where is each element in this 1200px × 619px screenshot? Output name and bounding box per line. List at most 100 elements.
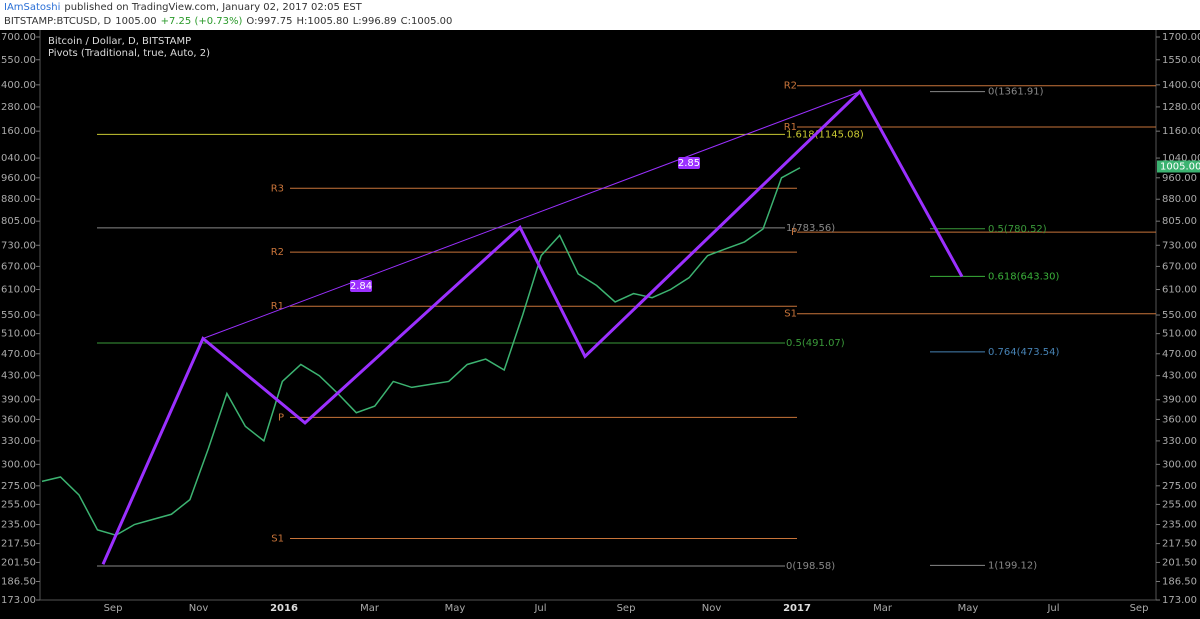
x-tick-label: Sep: [617, 603, 636, 614]
y-tick-label: 235.00: [1162, 520, 1197, 531]
x-tick-label: Jul: [1046, 603, 1059, 614]
ratio-label: 2.85: [678, 158, 700, 169]
y-tick-label: 1550.00: [0, 55, 36, 66]
level-label: R2: [271, 247, 284, 258]
symbol: BITSTAMP:BTCUSD, D: [4, 16, 112, 27]
ratio-box: [350, 280, 372, 292]
y-tick-label: 430.00: [1162, 371, 1197, 382]
y-tick-label: 201.50: [1, 557, 36, 568]
y-tick-label: 1700.00: [1162, 32, 1200, 43]
y-tick-label: 1550.00: [1162, 55, 1200, 66]
y-tick-label: 275.00: [1, 481, 36, 492]
level-label: 0.5(780.52): [988, 224, 1047, 235]
x-tick-label: May: [445, 603, 466, 614]
low: L:996.89: [352, 16, 397, 27]
level-label: S1: [271, 534, 284, 545]
y-tick-label: 1040.00: [1162, 153, 1200, 164]
level-label: 1.618(1145.08): [786, 129, 864, 140]
y-tick-label: 805.00: [1, 216, 36, 227]
published: published on TradingView.com, January 02…: [64, 2, 362, 13]
y-tick-label: 1160.00: [0, 126, 36, 137]
y-tick-label: 960.00: [1162, 173, 1197, 184]
level-label: 0.5(491.07): [786, 338, 845, 349]
y-tick-label: 390.00: [1, 395, 36, 406]
ratio-box: [678, 157, 700, 169]
y-tick-label: 1400.00: [0, 80, 36, 91]
level-label: 0(1361.91): [988, 87, 1044, 98]
y-tick-label: 300.00: [1, 459, 36, 470]
y-tick-label: 610.00: [1, 285, 36, 296]
y-tick-label: 670.00: [1162, 261, 1197, 272]
y-tick-label: 201.50: [1162, 557, 1197, 568]
y-tick-label: 1280.00: [0, 102, 36, 113]
y-tick-label: 300.00: [1162, 459, 1197, 470]
price-line: [41, 167, 801, 537]
y-tick-label: 880.00: [1162, 194, 1197, 205]
x-tick-label: May: [958, 603, 979, 614]
y-tick-label: 550.00: [1162, 310, 1197, 321]
y-tick-label: 275.00: [1162, 481, 1197, 492]
price-tag: [1157, 160, 1200, 173]
y-tick-label: 255.00: [1162, 499, 1197, 510]
y-tick-label: 235.00: [1, 520, 36, 531]
x-tick-label: Jul: [533, 603, 546, 614]
y-tick-label: 330.00: [1, 436, 36, 447]
y-tick-label: 360.00: [1, 414, 36, 425]
y-tick-label: 470.00: [1, 349, 36, 360]
y-tick-label: 217.50: [1162, 539, 1197, 550]
level-label: 0.618(643.30): [988, 271, 1060, 282]
y-tick-label: 330.00: [1162, 436, 1197, 447]
price-tag-label: 1005.00: [1160, 162, 1200, 173]
x-tick-label: Nov: [702, 603, 722, 614]
open: O:997.75: [246, 16, 293, 27]
trend-line: [202, 91, 861, 339]
header-line: BITSTAMP:BTCUSD, D 1005.00 +7.25 (+0.73%) O…: [4, 16, 456, 27]
x-tick-label: Sep: [104, 603, 123, 614]
y-tick-label: 186.50: [1, 576, 36, 587]
level-label: 1(783.56): [786, 223, 835, 234]
y-tick-label: 470.00: [1162, 349, 1197, 360]
y-tick-label: 510.00: [1, 329, 36, 340]
chart-subtitle: Pivots (Traditional, true, Auto, 2): [48, 48, 210, 59]
author[interactable]: IAmSatoshi: [4, 2, 61, 13]
y-tick-label: 1280.00: [1162, 102, 1200, 113]
y-tick-label: 1040.00: [0, 153, 36, 164]
y-tick-label: 255.00: [1, 499, 36, 510]
level-label: R2: [784, 81, 797, 92]
header: IAmSatoshi published on TradingView.com, …: [0, 0, 1200, 30]
header-line: IAmSatoshi published on TradingView.com, …: [4, 2, 366, 13]
y-tick-label: 186.50: [1162, 576, 1197, 587]
y-tick-label: 730.00: [1, 240, 36, 251]
y-tick-label: 730.00: [1162, 240, 1197, 251]
y-tick-label: 1160.00: [1162, 126, 1200, 137]
level-label: R3: [271, 183, 284, 194]
level-label: S1: [784, 309, 797, 320]
x-tick-label: Sep: [1130, 603, 1149, 614]
level-label: 0(198.58): [786, 561, 835, 572]
y-tick-label: 510.00: [1162, 329, 1197, 340]
y-tick-label: 173.00: [1, 595, 36, 606]
y-tick-label: 430.00: [1, 371, 36, 382]
chart: Bitcoin / Dollar, D, BITSTAMP Pivots (Tr…: [0, 30, 1200, 614]
x-tick-label: Mar: [360, 603, 380, 614]
y-tick-label: 670.00: [1, 261, 36, 272]
y-tick-label: 610.00: [1162, 285, 1197, 296]
level-label: R1: [784, 122, 797, 133]
y-tick-label: 1400.00: [1162, 80, 1200, 91]
level-label: R1: [271, 301, 284, 312]
x-tick-label: Mar: [873, 603, 893, 614]
x-tick-label: Nov: [189, 603, 209, 614]
change: +7.25 (+0.73%): [160, 16, 243, 27]
y-tick-label: 173.00: [1162, 595, 1197, 606]
level-label: P: [791, 227, 797, 238]
level-label: P: [278, 412, 284, 423]
y-tick-label: 880.00: [1, 194, 36, 205]
x-tick-label: 2016: [270, 603, 298, 614]
y-tick-label: 805.00: [1162, 216, 1197, 227]
chart-title: Bitcoin / Dollar, D, BITSTAMP: [48, 36, 191, 47]
last: 1005.00: [115, 16, 157, 27]
high: H:1005.80: [296, 16, 349, 27]
y-tick-label: 360.00: [1162, 414, 1197, 425]
y-tick-label: 1700.00: [0, 32, 36, 43]
